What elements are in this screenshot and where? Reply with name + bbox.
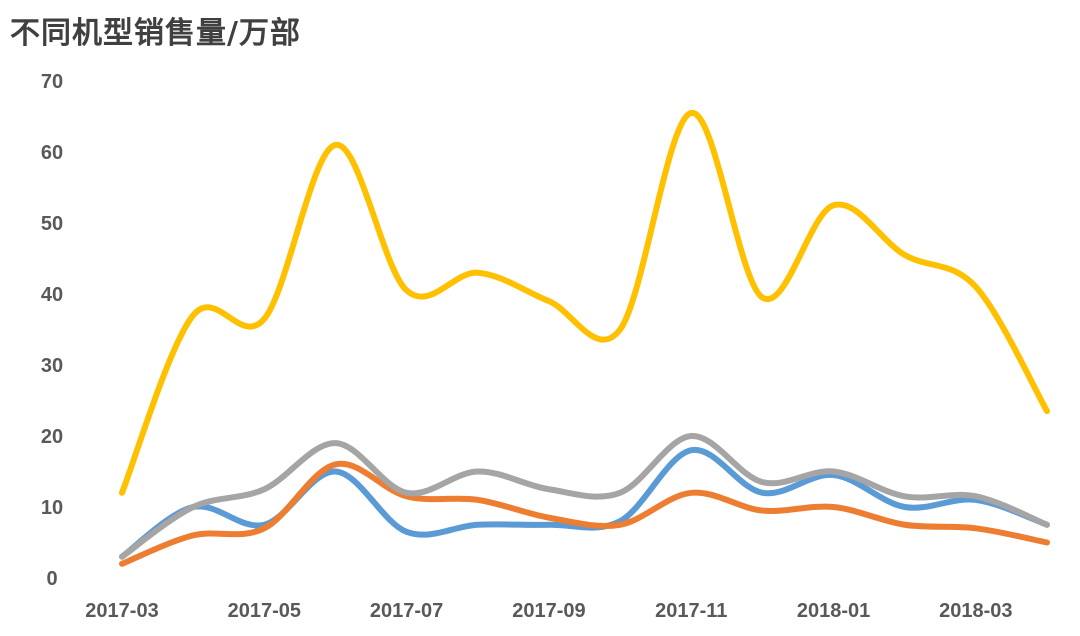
- y-tick-label: 60: [41, 142, 63, 164]
- series-line-4: [119, 433, 1050, 560]
- x-axis-ticks: 2017-03 2017-05 2017-07 2017-09 2017-11 2018-…: [85, 600, 1012, 622]
- x-tick-label: 2017-05: [228, 600, 301, 622]
- y-tick-label: 20: [41, 426, 63, 448]
- x-tick-label: 2018-01: [797, 600, 870, 622]
- y-axis-ticks: 0 10 20 30 40 50 60 70: [41, 71, 63, 590]
- series-line-2: [119, 447, 1050, 560]
- x-tick-label: 2017-07: [370, 600, 443, 622]
- x-tick-label: 2017-11: [655, 600, 727, 622]
- series-line-1: [119, 109, 1050, 496]
- series-lines: [119, 109, 1050, 567]
- chart-title: 不同机型销售量/万部: [10, 16, 301, 51]
- x-tick-label: 2018-03: [939, 600, 1012, 622]
- series-line-3: [119, 460, 1050, 567]
- y-tick-label: 30: [41, 355, 63, 377]
- y-tick-label: 70: [41, 71, 63, 93]
- x-tick-label: 2017-03: [85, 600, 158, 622]
- y-tick-label: 10: [41, 497, 63, 519]
- x-tick-label: 2017-09: [512, 600, 585, 622]
- y-tick-label: 0: [46, 568, 57, 590]
- y-tick-label: 50: [41, 213, 63, 235]
- y-tick-label: 40: [41, 284, 63, 306]
